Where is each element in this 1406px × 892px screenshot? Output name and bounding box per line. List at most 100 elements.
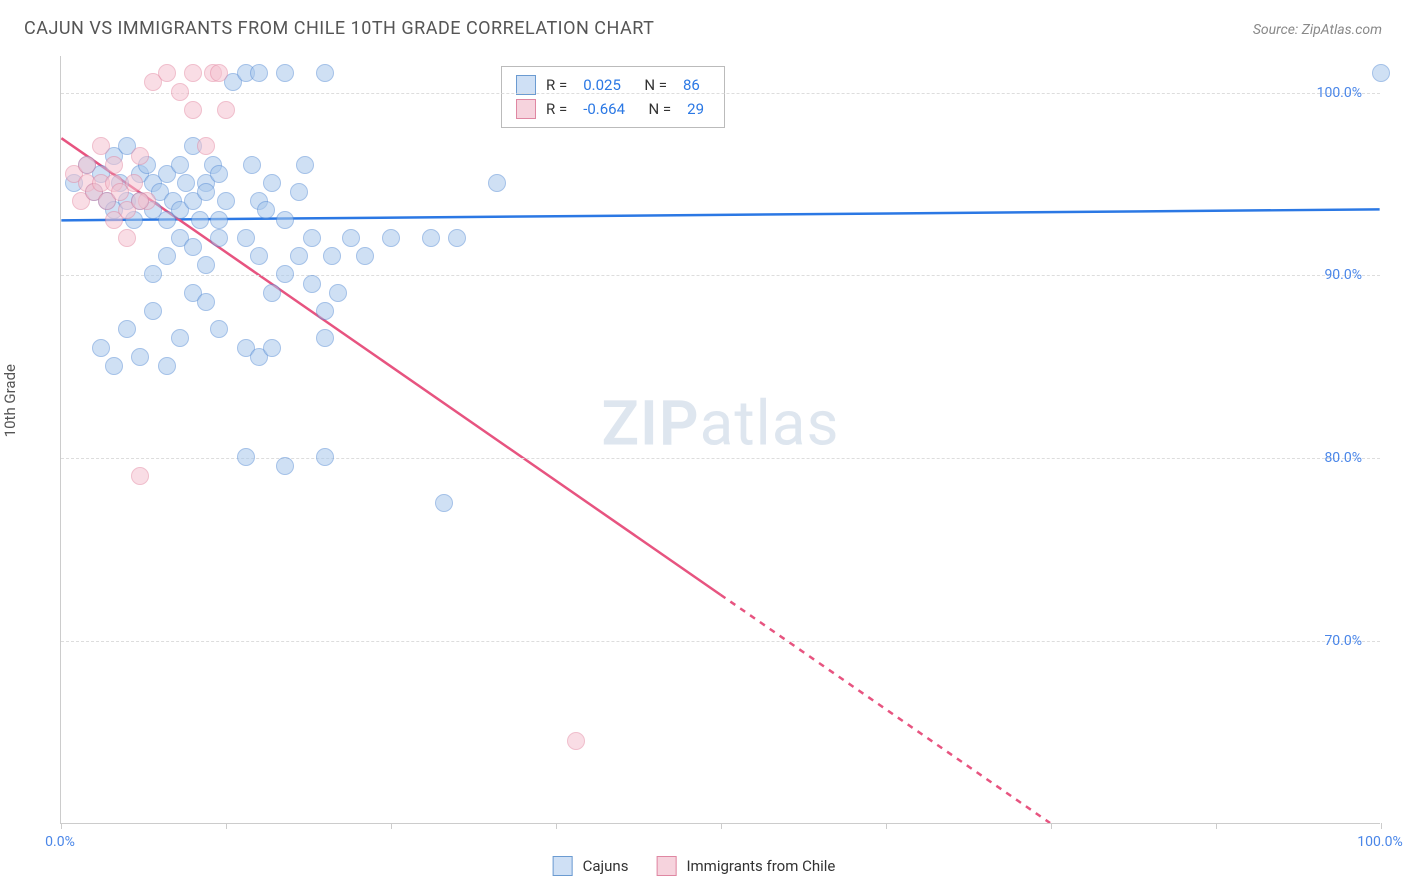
x-tick — [61, 823, 62, 829]
data-point-cajuns — [382, 229, 400, 247]
data-point-cajuns — [296, 156, 314, 174]
data-point-chile — [171, 83, 189, 101]
plot-area: ZIPatlas R =0.025 N =86R =-0.664 N =29 7… — [60, 56, 1380, 824]
gridline-h — [61, 641, 1380, 642]
data-point-cajuns — [250, 247, 268, 265]
data-point-cajuns — [290, 183, 308, 201]
corr-r-value-cajuns: 0.025 — [583, 76, 621, 94]
data-point-cajuns — [184, 238, 202, 256]
data-point-cajuns — [1372, 64, 1390, 82]
data-point-cajuns — [197, 293, 215, 311]
chart-title: CAJUN VS IMMIGRANTS FROM CHILE 10TH GRAD… — [24, 18, 654, 39]
data-point-cajuns — [290, 247, 308, 265]
x-tick — [886, 823, 887, 829]
data-point-chile — [131, 147, 149, 165]
data-point-cajuns — [210, 320, 228, 338]
data-point-cajuns — [197, 256, 215, 274]
x-tick-label: 0.0% — [45, 834, 75, 850]
corr-n-label: N = — [641, 100, 671, 118]
data-point-cajuns — [263, 284, 281, 302]
data-point-chile — [567, 732, 585, 750]
x-tick-label: 100.0% — [1357, 834, 1402, 850]
data-point-cajuns — [105, 357, 123, 375]
data-point-cajuns — [422, 229, 440, 247]
data-point-cajuns — [118, 320, 136, 338]
gridline-h — [61, 275, 1380, 276]
legend-label-cajuns: Cajuns — [583, 857, 629, 875]
data-point-cajuns — [131, 348, 149, 366]
corr-legend-row-chile: R =-0.664 N =29 — [516, 97, 710, 121]
x-tick — [1216, 823, 1217, 829]
y-tick-label: 100.0% — [1317, 85, 1362, 101]
x-tick — [391, 823, 392, 829]
data-point-cajuns — [276, 265, 294, 283]
data-point-cajuns — [237, 448, 255, 466]
data-point-cajuns — [488, 174, 506, 192]
data-point-cajuns — [303, 229, 321, 247]
data-point-chile — [197, 137, 215, 155]
data-point-chile — [92, 137, 110, 155]
data-point-chile — [118, 229, 136, 247]
data-point-cajuns — [316, 448, 334, 466]
legend-swatch-cajuns — [553, 856, 573, 876]
corr-n-value-cajuns: 86 — [683, 76, 700, 94]
data-point-cajuns — [263, 174, 281, 192]
data-point-cajuns — [323, 247, 341, 265]
data-point-cajuns — [197, 183, 215, 201]
data-point-cajuns — [171, 329, 189, 347]
y-tick-label: 90.0% — [1324, 267, 1362, 283]
source-attribution: Source: ZipAtlas.com — [1253, 22, 1382, 38]
legend-swatch-chile — [516, 99, 536, 119]
watermark: ZIPatlas — [602, 388, 840, 461]
data-point-cajuns — [342, 229, 360, 247]
y-axis-label: 10th Grade — [1, 364, 19, 437]
series-legend: Cajuns Immigrants from Chile — [553, 856, 854, 876]
trendline-dashed-chile — [721, 595, 1051, 823]
data-point-cajuns — [448, 229, 466, 247]
data-point-chile — [131, 467, 149, 485]
corr-n-label: N = — [637, 76, 667, 94]
data-point-cajuns — [243, 156, 261, 174]
data-point-chile — [131, 192, 149, 210]
x-tick — [721, 823, 722, 829]
data-point-cajuns — [191, 211, 209, 229]
data-point-chile — [184, 101, 202, 119]
data-point-cajuns — [276, 457, 294, 475]
data-point-cajuns — [144, 302, 162, 320]
corr-n-value-chile: 29 — [687, 100, 704, 118]
data-point-chile — [184, 64, 202, 82]
data-point-chile — [158, 64, 176, 82]
trend-lines-layer — [61, 56, 1380, 823]
x-tick — [1381, 823, 1382, 829]
data-point-cajuns — [276, 211, 294, 229]
data-point-cajuns — [276, 64, 294, 82]
data-point-cajuns — [158, 247, 176, 265]
data-point-cajuns — [316, 302, 334, 320]
corr-r-value-chile: -0.664 — [583, 100, 625, 118]
x-tick — [226, 823, 227, 829]
data-point-cajuns — [316, 64, 334, 82]
data-point-cajuns — [217, 192, 235, 210]
y-tick-label: 80.0% — [1324, 450, 1362, 466]
legend-label-chile: Immigrants from Chile — [686, 857, 835, 875]
chart-container: 10th Grade ZIPatlas R =0.025 N =86R =-0.… — [18, 50, 1388, 880]
gridline-h — [61, 458, 1380, 459]
x-tick — [556, 823, 557, 829]
data-point-cajuns — [356, 247, 374, 265]
data-point-cajuns — [210, 165, 228, 183]
data-point-chile — [125, 174, 143, 192]
data-point-cajuns — [210, 211, 228, 229]
data-point-cajuns — [92, 339, 110, 357]
data-point-cajuns — [210, 229, 228, 247]
data-point-cajuns — [257, 201, 275, 219]
data-point-cajuns — [144, 265, 162, 283]
data-point-chile — [217, 101, 235, 119]
data-point-cajuns — [303, 275, 321, 293]
correlation-legend: R =0.025 N =86R =-0.664 N =29 — [501, 66, 725, 128]
data-point-cajuns — [177, 174, 195, 192]
data-point-cajuns — [250, 64, 268, 82]
data-point-cajuns — [158, 357, 176, 375]
data-point-cajuns — [171, 156, 189, 174]
data-point-cajuns — [316, 329, 334, 347]
legend-swatch-chile — [656, 856, 676, 876]
